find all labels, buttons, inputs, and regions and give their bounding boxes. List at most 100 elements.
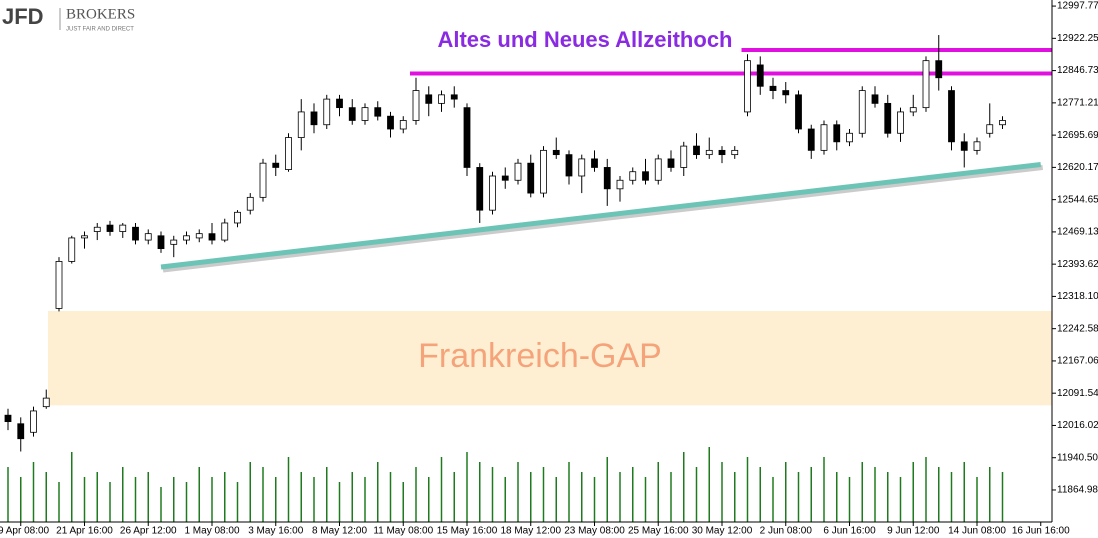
candle-body [731, 149, 739, 156]
candle-body [540, 149, 547, 194]
candle-body [157, 235, 165, 250]
candle-body [259, 162, 267, 198]
x-tick-label: 30 May 12:00 [692, 526, 753, 537]
candle-body [795, 94, 802, 130]
gap-zone [48, 310, 1052, 406]
candle-body [246, 196, 254, 211]
candle-body [820, 124, 828, 151]
y-tick-label: 12997.77 [1057, 1, 1098, 12]
candle-body [489, 175, 496, 211]
trendline-shadow [162, 164, 1044, 273]
candle-body [297, 111, 305, 138]
candle-body [463, 107, 471, 168]
candle-body [833, 124, 841, 143]
candle-body [756, 64, 764, 87]
candle-body [170, 239, 178, 245]
x-tick-label: 25 May 16:00 [628, 526, 689, 537]
candle-body [234, 211, 241, 224]
candle-body [718, 149, 726, 156]
layers: Frankreich-GAP [4, 35, 1052, 522]
x-tick-label: 9 Jun 12:00 [887, 526, 940, 537]
y-tick-label: 12091.54 [1057, 388, 1098, 399]
candle-body [591, 158, 598, 168]
candle-body [272, 162, 280, 168]
candle-body [884, 102, 892, 134]
y-tick-label: 12771.21 [1057, 97, 1098, 108]
candle-body [948, 90, 955, 143]
candle-body [221, 222, 229, 241]
candle-body [744, 60, 751, 113]
candle-body [68, 237, 76, 262]
y-tick-label: 12922.25 [1057, 33, 1098, 44]
candle-body [616, 179, 624, 190]
x-tick-label: 14 Jun 08:00 [948, 526, 1006, 537]
candle-body [642, 171, 649, 181]
y-tick-label: 12544.65 [1057, 194, 1098, 205]
candle-body [846, 132, 853, 143]
y-tick-label: 12846.73 [1057, 65, 1098, 76]
candle-body [909, 107, 917, 113]
x-tick-label: 6 Jun 16:00 [823, 526, 876, 537]
trendline [160, 161, 1042, 270]
candle-body [897, 111, 904, 134]
candle-body [412, 90, 420, 121]
candle-body [552, 149, 560, 156]
candle-body [654, 158, 662, 181]
candle-body [42, 397, 50, 408]
candle-body [81, 235, 88, 239]
candle-body [285, 137, 292, 170]
candle-body [30, 410, 37, 433]
candle-body [310, 111, 318, 126]
y-tick-label: 12620.17 [1057, 162, 1098, 173]
logo-tagline: JUST FAIR AND DIRECT [66, 27, 134, 33]
candle-body [183, 235, 190, 241]
candle-body [438, 94, 445, 104]
x-tick-label: 2 Jun 08:00 [760, 526, 813, 537]
candle-body [960, 141, 968, 151]
candle-body [336, 98, 343, 109]
candle-body [680, 145, 688, 168]
candle-body [769, 85, 777, 91]
y-tick-label: 12167.06 [1057, 356, 1098, 367]
candle-body [629, 171, 637, 181]
candle-body [476, 167, 484, 211]
candle-body [693, 145, 700, 156]
y-tick-label: 12242.58 [1057, 323, 1098, 334]
candle-body [565, 154, 573, 177]
candle-body [603, 167, 611, 190]
logo-name: BROKERS [66, 6, 135, 22]
gap-label: Frankreich-GAP [418, 337, 662, 375]
candle-body [119, 224, 127, 232]
candle-body [55, 261, 63, 309]
x-tick-label: 3 May 16:00 [248, 526, 303, 537]
candle-body [858, 90, 866, 134]
candle-body [195, 233, 203, 239]
y-tick-label: 12393.62 [1057, 259, 1098, 270]
x-tick-label: 16 Jun 16:00 [1012, 526, 1070, 537]
x-tick-label: 19 Apr 08:00 [0, 526, 50, 537]
candle-body [514, 162, 522, 181]
x-tick-label: 1 May 08:00 [184, 526, 239, 537]
candle-body [399, 120, 407, 130]
candle-body [93, 226, 101, 232]
x-tick-label: 11 May 08:00 [373, 526, 433, 537]
y-tick-label: 12016.02 [1057, 420, 1098, 431]
candle-body [425, 94, 433, 104]
candle-body [323, 98, 331, 126]
candle-body [922, 60, 930, 109]
y-tick-label: 11940.50 [1057, 452, 1098, 463]
candle-body [871, 94, 879, 104]
candle-body [106, 224, 114, 232]
candle-body [144, 233, 152, 241]
candle-body [348, 107, 356, 121]
candle-body [782, 90, 790, 96]
candle-body [501, 175, 509, 181]
candle-body [807, 128, 815, 151]
candle-body [705, 149, 713, 156]
candle-body [973, 141, 981, 151]
candle-body [17, 423, 25, 440]
x-tick-label: 15 May 16:00 [437, 526, 498, 537]
candle-body [374, 107, 382, 117]
candle-body [450, 94, 458, 100]
